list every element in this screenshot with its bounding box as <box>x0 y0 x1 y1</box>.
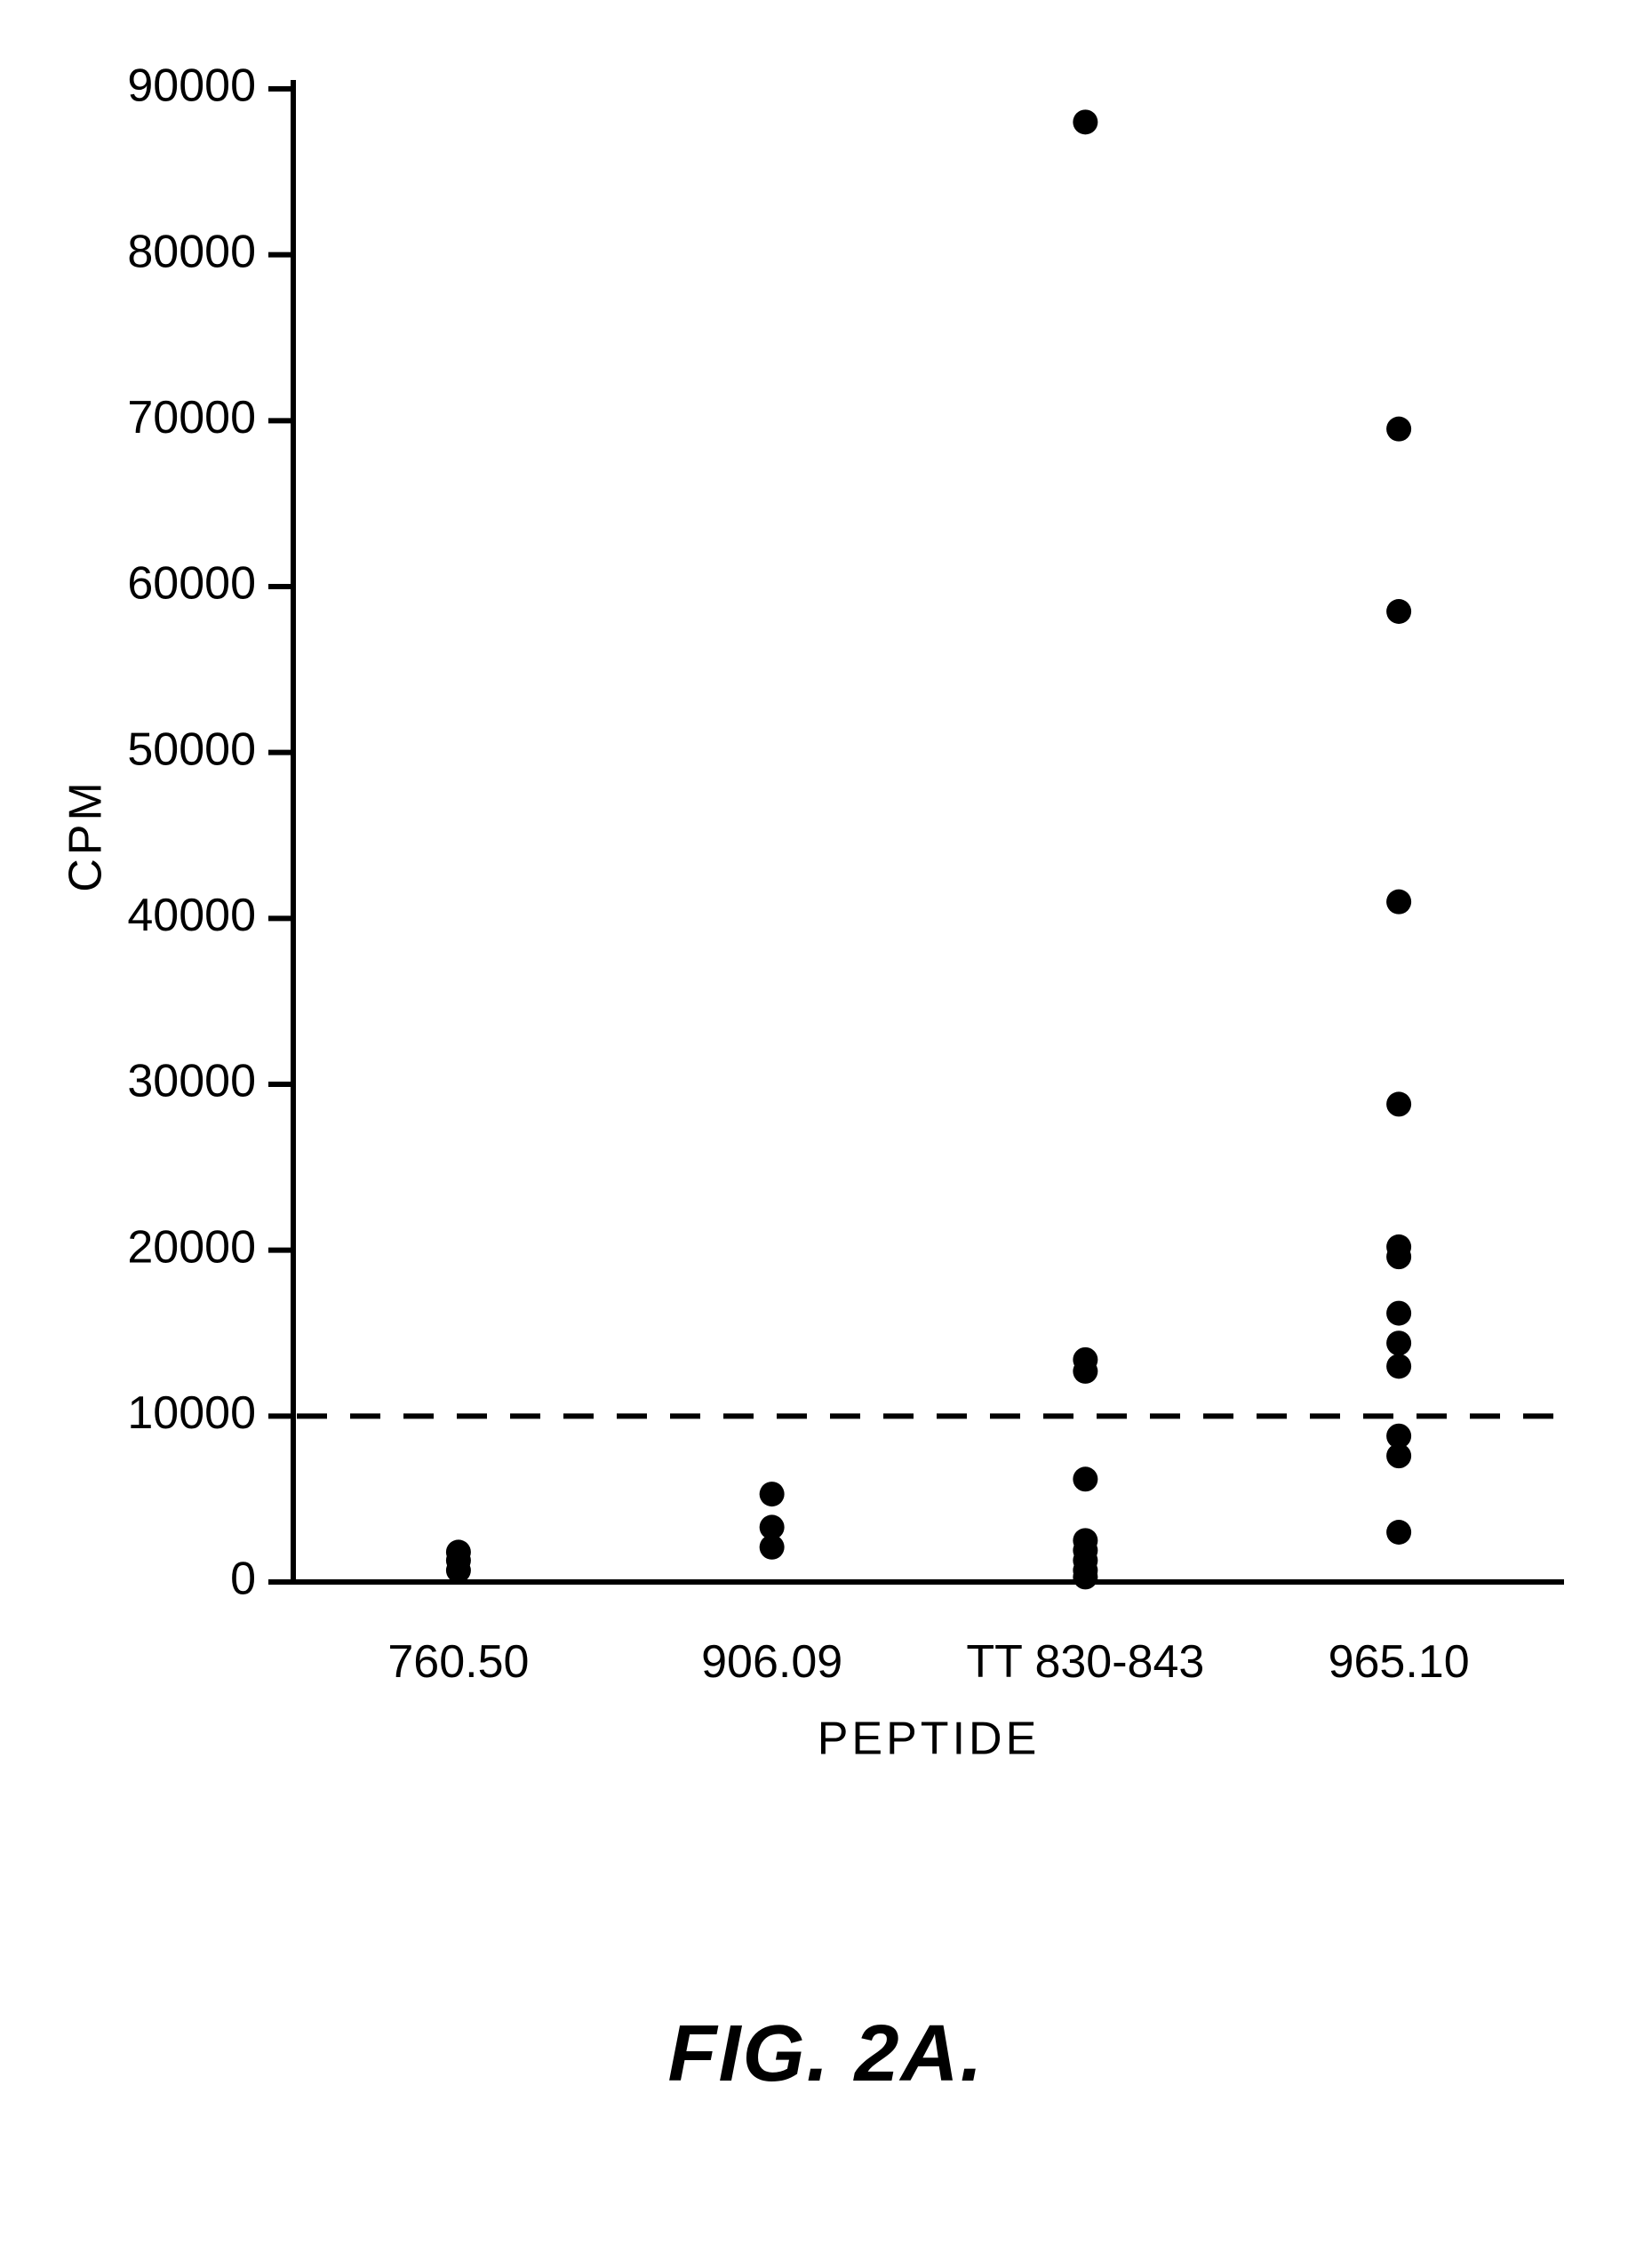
x-axis-label: PEPTIDE <box>818 1714 1041 1765</box>
y-tick-label: 80000 <box>127 226 256 277</box>
y-tick-label: 60000 <box>127 558 256 610</box>
data-point <box>1386 890 1411 915</box>
data-point <box>1386 1330 1411 1355</box>
data-point <box>760 1482 785 1506</box>
y-tick-label: 0 <box>230 1554 256 1605</box>
y-tick-label: 20000 <box>127 1221 256 1273</box>
x-tick-label: TT 830-843 <box>966 1636 1204 1688</box>
y-tick-label: 90000 <box>127 60 256 112</box>
y-tick-label: 50000 <box>127 723 256 775</box>
scatter-chart: 0 10000 20000 30000 40000 50000 60000 70000 8000… <box>0 0 1652 2253</box>
data-point <box>1073 109 1097 134</box>
data-point <box>1386 1354 1411 1378</box>
y-tick-label: 70000 <box>127 392 256 443</box>
data-point <box>1386 417 1411 442</box>
data-point <box>446 1558 471 1583</box>
data-point <box>1386 1443 1411 1468</box>
x-tick-label: 760.50 <box>387 1636 529 1688</box>
y-tick-label: 40000 <box>127 890 256 941</box>
page: 0 10000 20000 30000 40000 50000 60000 70000 8000… <box>0 0 1652 2253</box>
data-point <box>1386 599 1411 624</box>
figure-caption: FIG. 2A. <box>0 2009 1652 2100</box>
data-point <box>1386 1520 1411 1545</box>
x-tick-label: 906.09 <box>701 1636 842 1688</box>
data-point <box>1386 1091 1411 1116</box>
y-tick-label: 10000 <box>127 1387 256 1439</box>
y-axis-label: CPM <box>60 779 112 892</box>
data-point <box>1073 1466 1097 1491</box>
data-point <box>1386 1301 1411 1326</box>
data-point <box>1073 1564 1097 1589</box>
data-point <box>1073 1359 1097 1384</box>
data-point <box>1386 1244 1411 1269</box>
x-tick-label: 965.10 <box>1329 1636 1470 1688</box>
data-point <box>760 1535 785 1560</box>
y-tick-label: 30000 <box>127 1056 256 1107</box>
